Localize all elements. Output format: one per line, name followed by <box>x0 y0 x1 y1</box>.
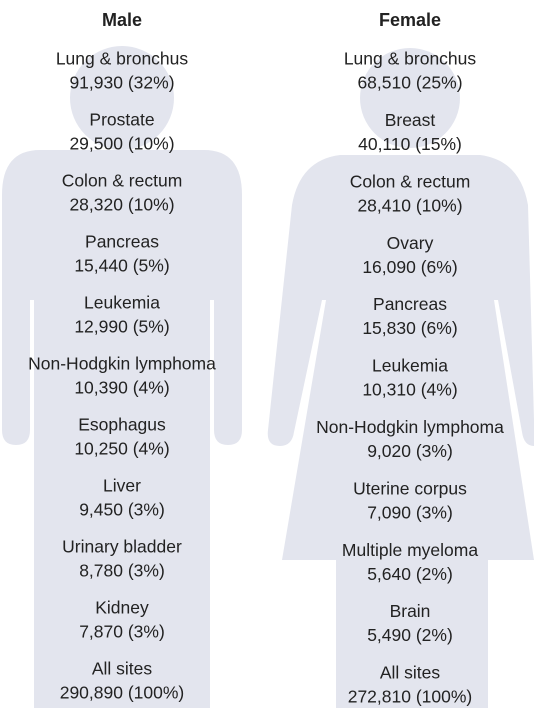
site-name: All sites <box>380 663 441 683</box>
site-name: Brain <box>390 601 431 621</box>
site-value: 7,870 (3%) <box>79 622 165 642</box>
panel-title: Female <box>379 10 441 30</box>
site-name: Non-Hodgkin lymphoma <box>28 354 216 374</box>
site-name: Ovary <box>387 233 434 253</box>
site-value: 40,110 (15%) <box>358 134 462 154</box>
site-name: Urinary bladder <box>62 537 182 557</box>
site-name: Kidney <box>95 598 149 618</box>
site-value: 68,510 (25%) <box>357 73 462 93</box>
site-value: 8,780 (3%) <box>79 561 165 581</box>
site-name: Liver <box>103 476 141 496</box>
site-name: Colon & rectum <box>62 171 183 191</box>
site-value: 91,930 (32%) <box>69 73 174 93</box>
site-value: 10,310 (4%) <box>362 380 457 400</box>
site-value: 272,810 (100%) <box>348 687 473 707</box>
infographic: Male Lung & bronchus 91,930 (32%) Prostate 2… <box>0 0 534 708</box>
site-name: Uterine corpus <box>353 478 467 498</box>
site-name: Non-Hodgkin lymphoma <box>316 417 504 437</box>
site-value: 290,890 (100%) <box>60 683 185 703</box>
site-value: 9,450 (3%) <box>79 500 165 520</box>
site-name: All sites <box>92 659 153 679</box>
site-name: Breast <box>385 110 436 130</box>
site-name: Lung & bronchus <box>56 49 189 69</box>
site-value: 9,020 (3%) <box>367 441 453 461</box>
site-name: Lung & bronchus <box>344 49 477 69</box>
site-value: 15,830 (6%) <box>362 318 457 338</box>
site-value: 15,440 (5%) <box>74 256 169 276</box>
site-value: 10,250 (4%) <box>74 439 169 459</box>
site-name: Pancreas <box>85 232 159 252</box>
site-value: 29,500 (10%) <box>69 134 174 154</box>
site-name: Prostate <box>89 110 154 130</box>
site-name: Colon & rectum <box>350 171 471 191</box>
site-name: Leukemia <box>84 293 160 313</box>
site-name: Multiple myeloma <box>342 540 478 560</box>
site-value: 5,490 (2%) <box>367 625 453 645</box>
site-value: 10,390 (4%) <box>74 378 169 398</box>
site-value: 16,090 (6%) <box>362 257 457 277</box>
site-value: 28,320 (10%) <box>69 195 174 215</box>
site-value: 12,990 (5%) <box>74 317 169 337</box>
site-value: 28,410 (10%) <box>357 195 462 215</box>
site-value: 7,090 (3%) <box>367 502 453 522</box>
site-name: Pancreas <box>373 294 447 314</box>
site-name: Esophagus <box>78 415 166 435</box>
site-name: Leukemia <box>372 356 448 376</box>
site-value: 5,640 (2%) <box>367 564 453 584</box>
panel-title: Male <box>102 10 142 30</box>
